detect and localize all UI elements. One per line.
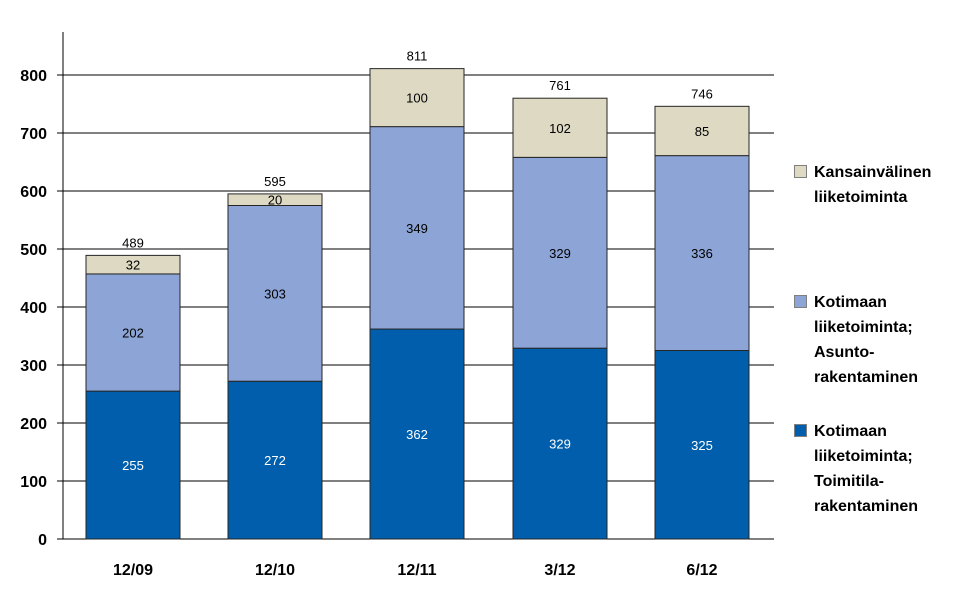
data-label-12-09-series-0: 255 (122, 458, 144, 473)
bar-segment-6-12-series-2 (654, 105, 750, 157)
y-tick-label-200: 200 (20, 416, 47, 433)
legend-swatch-asuntorakentaminen (794, 295, 807, 308)
data-label-3-12-series-0: 329 (549, 437, 571, 452)
bar-segment-12-10-series-1 (227, 205, 323, 382)
data-label-3-12-series-1: 329 (549, 246, 571, 261)
legend-swatch-toimitilarakentaminen (794, 424, 807, 437)
total-label-3-12: 761 (549, 78, 571, 93)
data-label-12-11-series-1: 349 (406, 221, 428, 236)
x-tick-labels: 12/09 12/10 12/11 3/12 6/12 (113, 562, 718, 579)
bar-segment-12-09-series-2 (85, 254, 181, 275)
x-tick-label-3-12: 3/12 (544, 562, 575, 579)
data-label-3-12-series-2: 102 (549, 121, 571, 136)
data-label-12-10-series-2: 20 (268, 193, 282, 208)
x-tick-label-6-12: 6/12 (686, 562, 717, 579)
y-tick-label-100: 100 (20, 474, 47, 491)
x-tick-label-12-11: 12/11 (397, 562, 436, 579)
bar-segment-12-10-series-0 (227, 380, 323, 540)
y-tick-label-600: 600 (20, 184, 47, 201)
data-label-12-09-series-2: 32 (126, 258, 140, 273)
bar-segment-12-11-series-2 (369, 68, 465, 128)
data-label-12-10-series-1: 303 (264, 286, 286, 301)
y-tick-label-800: 800 (20, 68, 47, 85)
data-label-12-09-series-1: 202 (122, 326, 144, 341)
y-tick-label-400: 400 (20, 300, 47, 317)
bar-segment-12-11-series-0 (369, 328, 465, 540)
bar-segment-12-11-series-1 (369, 126, 465, 330)
x-tick-label-12-10: 12/10 (255, 562, 295, 579)
y-tick-label-0: 0 (38, 532, 47, 549)
data-label-12-11-series-0: 362 (406, 427, 428, 442)
data-label-12-10-series-0: 272 (264, 453, 286, 468)
y-tick-label-500: 500 (20, 242, 47, 259)
total-label-12-09: 489 (122, 235, 144, 250)
bar-segment-12-10-series-2 (227, 193, 323, 206)
data-label-6-12-series-1: 336 (691, 246, 713, 261)
data-label-6-12-series-2: 85 (695, 124, 709, 139)
legend-label-kansainvalinen: Kansainvälinen liiketoiminta (814, 164, 932, 206)
bar-segment-6-12-series-1 (654, 155, 750, 351)
bar-segment-3-12-series-1 (512, 156, 608, 349)
legend-label-toimitilarakentaminen: Kotimaan liiketoiminta; Toimitila- raken… (814, 423, 919, 515)
bar-segment-3-12-series-2 (512, 97, 608, 158)
y-tick-label-300: 300 (20, 358, 47, 375)
bar-segment-12-09-series-1 (85, 273, 181, 392)
total-label-6-12: 746 (691, 86, 713, 101)
total-label-12-11: 811 (407, 49, 428, 64)
y-tick-label-700: 700 (20, 126, 47, 143)
y-tick-labels: 0 100 200 300 400 500 600 700 800 (20, 68, 47, 549)
total-label-12-10: 595 (264, 174, 286, 189)
bars: 255 202 32 489 272 303 20 595 362 349 100 811 329 329… (85, 49, 750, 540)
data-label-12-11-series-2: 100 (406, 91, 428, 106)
legend-label-asuntorakentaminen: Kotimaan liiketoiminta; Asunto- rakentam… (814, 294, 919, 386)
data-label-6-12-series-0: 325 (691, 438, 713, 453)
legend-swatch-kansainvalinen (794, 165, 807, 178)
bar-segment-6-12-series-0 (654, 350, 750, 540)
x-tick-label-12-09: 12/09 (113, 562, 153, 579)
